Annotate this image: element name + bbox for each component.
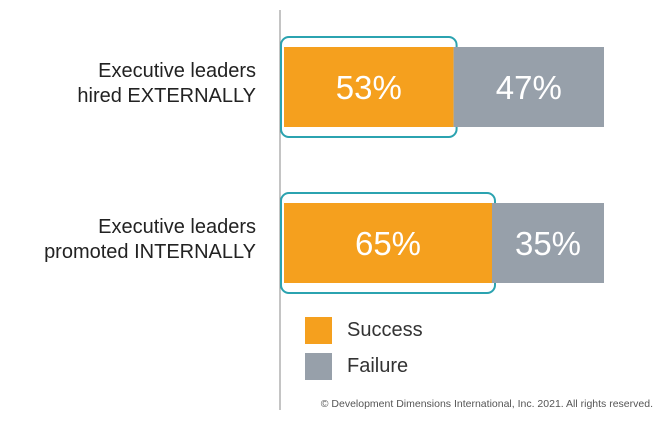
category-label-line1: Executive leaders — [98, 216, 256, 238]
category-label-line1: Executive leaders — [98, 60, 256, 82]
data-label-failure-1: 47% — [496, 69, 562, 106]
category-label-external: Executive leaders hired EXTERNALLY — [77, 59, 256, 109]
category-label-line2: hired EXTERNALLY — [77, 85, 256, 107]
bar-failure-2 — [492, 203, 604, 283]
category-label-line2: promoted INTERNALLY — [44, 241, 256, 263]
bar-success-1 — [284, 47, 454, 127]
legend-label-success: Success — [347, 319, 423, 341]
legend-swatch-failure — [305, 353, 332, 380]
bar-failure-1 — [453, 47, 604, 127]
copyright-notice: © Development Dimensions International, … — [320, 398, 653, 410]
legend-label-failure: Failure — [347, 355, 409, 377]
category-label-internal: Executive leaders promoted INTERNALLY — [44, 215, 256, 265]
legend-swatch-success — [305, 317, 332, 344]
data-label-failure-2: 35% — [515, 225, 581, 262]
data-label-success-2: 65% — [355, 225, 421, 262]
data-label-success-1: 53% — [336, 69, 402, 106]
bar-success-2 — [284, 203, 492, 283]
